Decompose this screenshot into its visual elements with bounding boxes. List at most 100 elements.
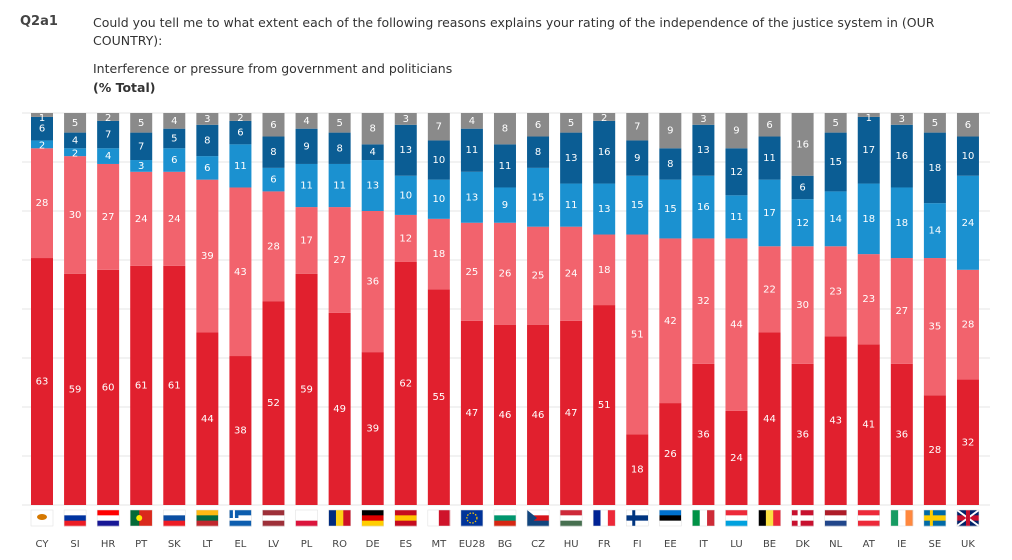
data-label: 24 <box>565 269 578 280</box>
data-label: 17 <box>862 145 875 156</box>
data-label: 47 <box>565 408 578 419</box>
bar-segment-EU28-3 <box>460 128 483 172</box>
flag-icon-se <box>923 509 947 527</box>
bar-segment-LV-2 <box>262 167 285 192</box>
data-label: 28 <box>36 198 49 209</box>
data-label: 9 <box>667 126 673 137</box>
bar-segment-EU28-1 <box>460 222 483 321</box>
bar-segment-RO-2 <box>328 163 351 208</box>
bar-segment-BE-0 <box>758 332 781 505</box>
bar-segment-IT-4 <box>692 113 715 125</box>
flag-icon-eu28 <box>460 509 484 527</box>
data-label: 22 <box>763 284 776 295</box>
data-label: 3 <box>899 114 905 125</box>
bar-segment-AT-0 <box>857 344 880 505</box>
data-label: 4 <box>72 135 78 146</box>
x-tick-label: RO <box>332 539 347 550</box>
bar-segment-DK-4 <box>791 113 814 176</box>
data-label: 51 <box>598 400 611 411</box>
flag-icon-at <box>857 509 880 527</box>
data-label: 36 <box>895 429 908 440</box>
x-tick-label: LT <box>202 539 213 550</box>
x-tick-label: SE <box>929 539 942 550</box>
data-label: 7 <box>634 122 640 133</box>
bar-segment-IE-1 <box>890 258 913 364</box>
flag-icon-lu <box>725 509 748 527</box>
bar-segment-BE-1 <box>758 246 781 333</box>
data-label: 4 <box>171 116 177 127</box>
bar-segment-LT-3 <box>196 124 219 157</box>
data-label: 4 <box>469 116 475 127</box>
bar-segment-SI-0 <box>64 273 87 505</box>
bar-segment-IT-3 <box>692 124 715 176</box>
flag-icon-pl <box>295 509 318 527</box>
bar-segment-LU-3 <box>725 148 748 196</box>
bar-segment-BG-2 <box>493 187 516 223</box>
bar-segment-EE-2 <box>659 179 682 239</box>
bar-segment-DE-1 <box>361 211 384 353</box>
x-tick-label: SK <box>168 539 181 550</box>
data-label: 8 <box>204 135 210 146</box>
bar-segment-FR-1 <box>593 234 616 306</box>
bar-segment-HR-4 <box>97 113 120 121</box>
data-label: 44 <box>730 320 743 331</box>
bar-segment-LV-0 <box>262 301 285 505</box>
data-label: 27 <box>102 212 115 223</box>
bar-segment-IT-0 <box>692 363 715 505</box>
data-label: 24 <box>168 214 181 225</box>
flag-icon-bg <box>493 509 517 527</box>
data-label: 15 <box>532 192 545 203</box>
bar-segment-DK-0 <box>791 363 814 505</box>
flag-icon-lt <box>196 509 219 527</box>
data-label: 13 <box>565 153 578 164</box>
data-label: 16 <box>598 147 611 158</box>
bar-segment-ES-3 <box>394 124 417 176</box>
data-label: 38 <box>234 426 247 437</box>
bar-segment-AT-1 <box>857 254 880 345</box>
bar-segment-EL-2 <box>229 144 252 188</box>
data-label: 10 <box>962 151 975 162</box>
data-label: 24 <box>962 218 975 229</box>
data-label: 5 <box>72 118 78 129</box>
bar-segment-SE-4 <box>923 113 946 133</box>
data-label: 8 <box>270 147 276 158</box>
data-label: 6 <box>965 120 971 131</box>
bar-segment-LT-2 <box>196 156 219 180</box>
bar-segment-EE-4 <box>659 113 682 149</box>
flag-icon-it <box>692 509 715 527</box>
data-label: 30 <box>796 300 809 311</box>
data-label: 2 <box>105 113 111 124</box>
data-label: 4 <box>105 151 111 162</box>
data-label: 11 <box>763 153 776 164</box>
data-label: 11 <box>333 181 346 192</box>
bar-segment-PL-2 <box>295 163 318 208</box>
bar-segment-HR-3 <box>97 120 120 149</box>
bar-segment-PT-0 <box>130 265 153 505</box>
bar-segment-PT-2 <box>130 160 153 172</box>
bar-segment-HR-1 <box>97 163 120 270</box>
bar-segment-SK-1 <box>163 171 186 266</box>
bar-segment-ES-1 <box>394 214 417 262</box>
data-label: 46 <box>499 410 512 421</box>
bar-segment-SI-3 <box>64 132 87 149</box>
bar-segment-AT-3 <box>857 116 880 184</box>
data-label: 8 <box>667 159 673 170</box>
bar-segment-NL-1 <box>824 246 847 337</box>
bar-segment-LU-4 <box>725 113 748 149</box>
data-label: 11 <box>466 145 479 156</box>
data-label: 39 <box>366 424 379 435</box>
data-label: 6 <box>799 182 805 193</box>
bar-segment-CY-2 <box>31 140 53 149</box>
bar-segment-IE-2 <box>890 187 913 259</box>
x-tick-label: IT <box>699 539 709 550</box>
bar-segment-EE-3 <box>659 148 682 180</box>
data-label: 11 <box>499 161 512 172</box>
bar-segment-ES-2 <box>394 175 417 215</box>
bar-segment-FR-4 <box>593 113 616 121</box>
bar-segment-FI-2 <box>626 175 649 235</box>
bar-segment-EL-4 <box>229 113 252 121</box>
bar-segment-FI-4 <box>626 113 649 141</box>
x-tick-label: LU <box>730 539 742 550</box>
x-tick-label: EL <box>234 539 246 550</box>
flag-icon-cy <box>30 509 54 527</box>
